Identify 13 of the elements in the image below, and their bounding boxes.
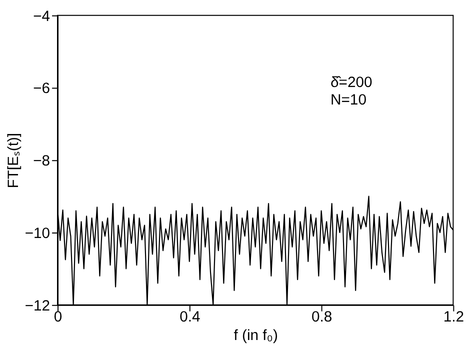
y-tick-label: −10 <box>24 226 50 242</box>
x-axis-title: f (in f₀) <box>234 328 278 344</box>
y-tick-label: −12 <box>24 298 50 314</box>
x-tick-label: 0 <box>54 309 62 326</box>
x-tick-label: 0.8 <box>311 309 332 326</box>
y-axis-title: FT[Eₛ(t)] <box>6 132 22 188</box>
x-tick-label: 0.4 <box>180 309 200 326</box>
annotation: N=10 <box>330 92 366 109</box>
y-tick-label: −6 <box>33 81 50 98</box>
annotation: δ̂=200 <box>330 74 372 91</box>
y-tick-label: −8 <box>33 154 50 170</box>
y-tick-label: −4 <box>33 8 50 25</box>
x-tick-label: 1.2 <box>443 309 464 326</box>
